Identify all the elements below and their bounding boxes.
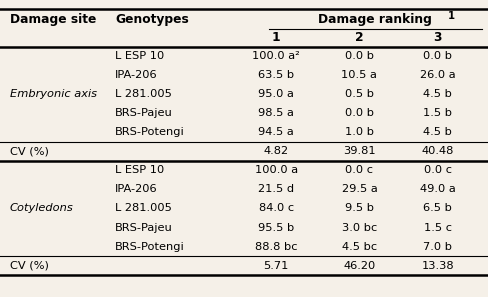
Text: CV (%): CV (%) <box>10 146 48 157</box>
Text: Damage ranking: Damage ranking <box>318 13 431 26</box>
Text: 0.0 b: 0.0 b <box>422 51 451 61</box>
Text: IPA-206: IPA-206 <box>115 70 157 80</box>
Text: 63.5 b: 63.5 b <box>258 70 294 80</box>
Text: 29.5 a: 29.5 a <box>341 184 377 195</box>
Text: BRS-Pajeu: BRS-Pajeu <box>115 108 172 119</box>
Text: 10.5 a: 10.5 a <box>341 70 377 80</box>
Text: 95.5 b: 95.5 b <box>258 222 294 233</box>
Text: 26.0 a: 26.0 a <box>419 70 454 80</box>
Text: 94.5 a: 94.5 a <box>258 127 294 138</box>
Text: 39.81: 39.81 <box>343 146 375 157</box>
Text: 4.5 b: 4.5 b <box>422 127 451 138</box>
Text: 4.5 bc: 4.5 bc <box>341 241 376 252</box>
Text: 6.5 b: 6.5 b <box>422 203 451 214</box>
Text: Embryonic axis: Embryonic axis <box>10 89 97 99</box>
Text: 49.0 a: 49.0 a <box>419 184 455 195</box>
Text: 88.8 bc: 88.8 bc <box>255 241 297 252</box>
Text: 1.5 c: 1.5 c <box>423 222 451 233</box>
Text: 1.0 b: 1.0 b <box>344 127 373 138</box>
Text: 3: 3 <box>432 31 441 44</box>
Text: 7.0 b: 7.0 b <box>422 241 451 252</box>
Text: 100.0 a²: 100.0 a² <box>252 51 300 61</box>
Text: BRS-Potengi: BRS-Potengi <box>115 241 184 252</box>
Text: 0.0 b: 0.0 b <box>344 108 373 119</box>
Text: 84.0 c: 84.0 c <box>258 203 293 214</box>
Text: 4.5 b: 4.5 b <box>422 89 451 99</box>
Text: 95.0 a: 95.0 a <box>258 89 294 99</box>
Text: 0.0 b: 0.0 b <box>344 51 373 61</box>
Text: IPA-206: IPA-206 <box>115 184 157 195</box>
Text: BRS-Pajeu: BRS-Pajeu <box>115 222 172 233</box>
Text: CV (%): CV (%) <box>10 260 48 271</box>
Text: Genotypes: Genotypes <box>115 13 188 26</box>
Text: L ESP 10: L ESP 10 <box>115 51 164 61</box>
Text: 46.20: 46.20 <box>343 260 375 271</box>
Text: 0.0 c: 0.0 c <box>345 165 373 176</box>
Text: 0.0 c: 0.0 c <box>423 165 451 176</box>
Text: Cotyledons: Cotyledons <box>10 203 73 214</box>
Text: L 281.005: L 281.005 <box>115 203 171 214</box>
Text: 3.0 bc: 3.0 bc <box>341 222 376 233</box>
Text: 13.38: 13.38 <box>421 260 453 271</box>
Text: 1: 1 <box>447 10 454 20</box>
Text: 1.5 b: 1.5 b <box>422 108 451 119</box>
Text: 21.5 d: 21.5 d <box>258 184 294 195</box>
Text: Damage site: Damage site <box>10 13 96 26</box>
Text: 4.82: 4.82 <box>263 146 288 157</box>
Text: 9.5 b: 9.5 b <box>344 203 373 214</box>
Text: L 281.005: L 281.005 <box>115 89 171 99</box>
Text: 40.48: 40.48 <box>421 146 453 157</box>
Text: 1: 1 <box>271 31 280 44</box>
Text: 98.5 a: 98.5 a <box>258 108 294 119</box>
Text: 0.5 b: 0.5 b <box>344 89 373 99</box>
Text: 100.0 a: 100.0 a <box>254 165 297 176</box>
Text: 2: 2 <box>354 31 363 44</box>
Text: 5.71: 5.71 <box>263 260 288 271</box>
Text: BRS-Potengi: BRS-Potengi <box>115 127 184 138</box>
Text: L ESP 10: L ESP 10 <box>115 165 164 176</box>
